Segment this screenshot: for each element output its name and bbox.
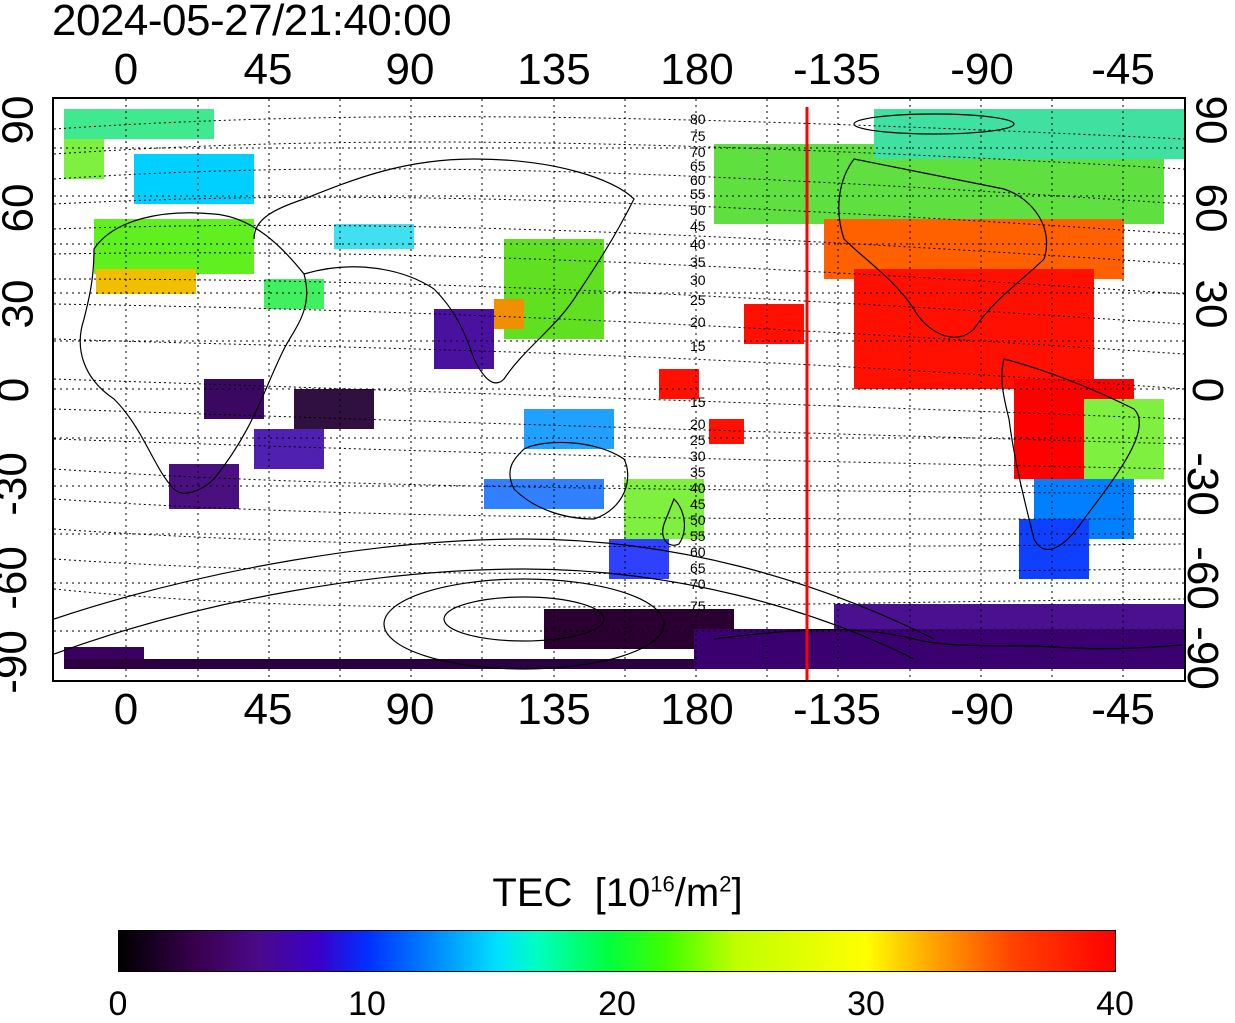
left-axis-label: 30 bbox=[0, 279, 43, 329]
left-axis-label: 0 bbox=[0, 378, 38, 402]
tec-patch bbox=[94, 219, 254, 274]
top-axis-label: 90 bbox=[385, 45, 435, 94]
contour-lines bbox=[54, 116, 1184, 608]
left-axis-label: -90 bbox=[0, 630, 36, 694]
contour-label: 35 bbox=[690, 464, 706, 480]
bottom-axis-label: -90 bbox=[950, 685, 1014, 734]
bottom-axis-label: 0 bbox=[113, 685, 139, 734]
top-axis-label: 0 bbox=[113, 45, 139, 94]
colorbar-tick-label: 10 bbox=[348, 985, 386, 1023]
colorbar-unit-mid: /m bbox=[674, 871, 720, 915]
right-axis-label: 90 bbox=[1186, 95, 1235, 145]
contour-label: 60 bbox=[690, 544, 706, 560]
tec-patch bbox=[96, 269, 196, 294]
left-axis-label: -60 bbox=[0, 546, 36, 610]
top-axis-label: 180 bbox=[660, 45, 734, 94]
contour-label: 75 bbox=[690, 128, 706, 144]
bottom-axis-label: 180 bbox=[660, 685, 734, 734]
tec-patch bbox=[494, 299, 524, 329]
colorbar-unit-suffix: ] bbox=[731, 871, 743, 915]
contour-label: 55 bbox=[690, 528, 706, 544]
tec-patch bbox=[434, 309, 494, 369]
tec-patch bbox=[1084, 399, 1164, 479]
colorbar-unit-exp: 16 bbox=[650, 871, 675, 897]
top-axis-label: -135 bbox=[792, 45, 882, 94]
timestamp-title: 2024-05-27/21:40:00 bbox=[52, 0, 452, 45]
contour-label: 80 bbox=[690, 111, 706, 127]
tec-patch bbox=[709, 419, 744, 444]
colorbar-tick-label: 0 bbox=[108, 985, 128, 1023]
contour-label: 70 bbox=[690, 144, 706, 160]
left-axis-label: 90 bbox=[0, 95, 43, 145]
colorbar-tick-label: 40 bbox=[1096, 985, 1134, 1023]
polar-contours bbox=[54, 113, 1015, 670]
bottom-axis-label: -45 bbox=[1091, 685, 1155, 734]
contour-label: 50 bbox=[690, 512, 706, 528]
bottom-axis-label: 90 bbox=[385, 685, 435, 734]
right-axis-label: -30 bbox=[1177, 452, 1227, 516]
contour-label: 70 bbox=[690, 576, 706, 592]
bottom-axis-label: 135 bbox=[517, 685, 591, 734]
contour-label: 45 bbox=[690, 496, 706, 512]
tec-patch bbox=[744, 304, 804, 344]
colorbar bbox=[118, 930, 1116, 972]
colorbar-unit-prefix: [10 bbox=[594, 871, 651, 915]
contour-label: 60 bbox=[690, 172, 706, 188]
colorbar-unit-exp2: 2 bbox=[719, 871, 732, 897]
contour-label: 20 bbox=[690, 416, 706, 432]
tec-patch bbox=[609, 539, 669, 579]
right-axis-label: 60 bbox=[1186, 183, 1235, 233]
top-axis-label: 45 bbox=[243, 45, 293, 94]
contour-label: 45 bbox=[690, 218, 706, 234]
colorbar-title-text: TEC bbox=[492, 871, 573, 915]
left-axis-label: -30 bbox=[0, 452, 36, 516]
tec-patch bbox=[264, 279, 324, 309]
right-axis-label: -90 bbox=[1177, 626, 1227, 690]
contour-label-group: 80 75 70 65 60 55 50 45 40 35 30 25 20 1… bbox=[690, 111, 706, 614]
top-axis-label: -90 bbox=[950, 45, 1014, 94]
tec-patch bbox=[254, 429, 324, 469]
contour-label: 20 bbox=[690, 314, 706, 330]
contour-label: 40 bbox=[690, 236, 706, 252]
tec-patch bbox=[484, 479, 604, 509]
right-axis-label: 0 bbox=[1183, 377, 1233, 403]
tec-patch bbox=[334, 224, 414, 249]
colorbar-tick-label: 30 bbox=[847, 985, 885, 1023]
contour-label: 75 bbox=[690, 598, 706, 614]
left-axis-label: 60 bbox=[0, 183, 43, 233]
contour-label: 30 bbox=[690, 448, 706, 464]
top-axis-label: 135 bbox=[517, 45, 591, 94]
top-axis-label: -45 bbox=[1091, 45, 1155, 94]
contour-label: 35 bbox=[690, 254, 706, 270]
tec-patch bbox=[294, 389, 374, 429]
contour-label: 40 bbox=[690, 480, 706, 496]
bottom-axis-label: 45 bbox=[243, 685, 293, 734]
coastlines bbox=[79, 158, 1183, 650]
right-axis-label: 30 bbox=[1186, 279, 1235, 329]
tec-patch bbox=[64, 659, 714, 669]
contour-label: 15 bbox=[690, 394, 706, 410]
contour-label: 55 bbox=[690, 186, 706, 202]
contour-label: 15 bbox=[690, 338, 706, 354]
tec-patch bbox=[659, 369, 699, 399]
graticule bbox=[54, 99, 1184, 680]
contour-label: 30 bbox=[690, 272, 706, 288]
map-plot-frame: 80 75 70 65 60 55 50 45 40 35 30 25 20 1… bbox=[52, 97, 1186, 682]
tec-patch bbox=[64, 139, 104, 179]
colorbar-tick-label: 20 bbox=[598, 985, 636, 1023]
contour-label: 25 bbox=[690, 432, 706, 448]
colorbar-title: TEC [1016/m2] bbox=[0, 870, 1235, 916]
contour-label: 65 bbox=[690, 560, 706, 576]
tec-map: 80 75 70 65 60 55 50 45 40 35 30 25 20 1… bbox=[54, 99, 1184, 680]
contour-label: 50 bbox=[690, 202, 706, 218]
right-axis-label: -60 bbox=[1177, 546, 1227, 610]
contour-label: 65 bbox=[690, 158, 706, 174]
contour-label: 25 bbox=[690, 292, 706, 308]
bottom-axis-label: -135 bbox=[792, 685, 882, 734]
